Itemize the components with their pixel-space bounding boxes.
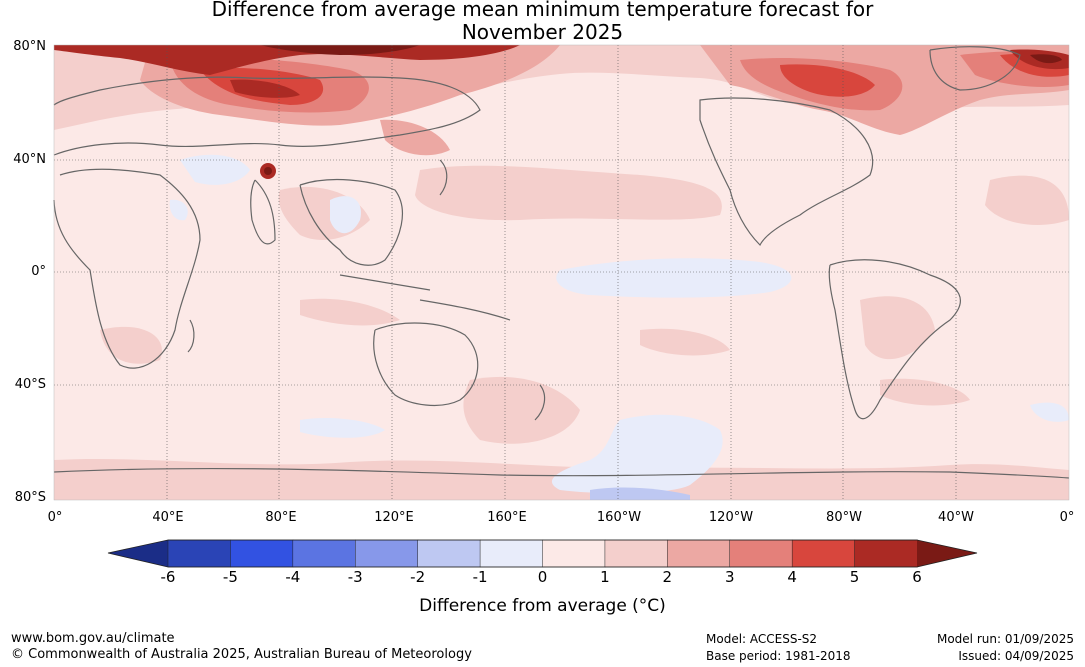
lon-label-120w: 120°W bbox=[708, 510, 754, 525]
colorbar-outline bbox=[107, 539, 978, 568]
footer-model: Model: ACCESS-S2 bbox=[706, 632, 818, 646]
lat-label-0: 0° bbox=[31, 264, 46, 279]
colorbar-segment bbox=[292, 539, 357, 568]
colorbar-extend-high bbox=[917, 540, 977, 567]
colorbar-tick-label: 0 bbox=[537, 568, 548, 586]
lon-label-0-end: 0° bbox=[1059, 510, 1075, 525]
lon-label-160w: 160°W bbox=[596, 510, 642, 525]
colorbar-tick-label: -5 bbox=[222, 568, 238, 586]
colorbar-segment bbox=[230, 539, 294, 568]
footer-issued: Issued: 04/09/2025 bbox=[958, 649, 1074, 663]
lat-label-80n: 80°N bbox=[13, 39, 46, 54]
colorbar-segment bbox=[542, 539, 606, 568]
colorbar-label: Difference from average (°C) bbox=[419, 596, 666, 616]
colorbar-tick-label: 2 bbox=[662, 568, 673, 586]
footer-copyright: © Commonwealth of Australia 2025, Austra… bbox=[11, 647, 472, 662]
colorbar-tick-label: 4 bbox=[787, 568, 797, 586]
colorbar-segment bbox=[167, 539, 232, 568]
lat-label-80s: 80°S bbox=[14, 490, 46, 505]
colorbar-tick-label: -3 bbox=[347, 568, 363, 586]
colorbar-tick-label: 6 bbox=[912, 568, 922, 586]
colorbar-segment bbox=[417, 539, 481, 568]
colorbar-segments bbox=[167, 539, 918, 568]
anomaly-minus-2-to-minus-1-regions bbox=[590, 487, 690, 500]
map-title-line-2: November 2025 bbox=[461, 20, 624, 44]
anomaly-minus-1-to-0-regions bbox=[169, 154, 1069, 494]
lon-label-40e: 40°E bbox=[152, 510, 184, 525]
colorbar bbox=[107, 539, 978, 568]
colorbar-tick-label: -4 bbox=[285, 568, 301, 586]
lat-label-40s: 40°S bbox=[14, 377, 46, 392]
coastlines bbox=[53, 46, 1070, 479]
footer-website: www.bom.gov.au/climate bbox=[11, 631, 175, 646]
colorbar-segment bbox=[355, 539, 419, 568]
colorbar-segment bbox=[854, 539, 918, 568]
lon-label-160e: 160°E bbox=[487, 510, 527, 525]
map-title-line-1: Difference from average mean minimum tem… bbox=[211, 0, 874, 21]
map-frame bbox=[53, 44, 1070, 501]
colorbar-tick-label: -2 bbox=[410, 568, 426, 586]
colorbar-segment bbox=[479, 539, 544, 568]
colorbar-extend-low bbox=[108, 540, 168, 567]
lat-label-40n: 40°N bbox=[13, 152, 46, 167]
anomaly-above-6-regions bbox=[260, 45, 1062, 175]
map-panel bbox=[53, 44, 1070, 501]
colorbar-segment bbox=[667, 539, 731, 568]
colorbar-segment bbox=[729, 539, 793, 568]
graticule bbox=[54, 45, 1069, 500]
lon-label-0: 0° bbox=[47, 510, 63, 525]
colorbar-tick-label: 3 bbox=[724, 568, 735, 586]
footer-base-period: Base period: 1981-2018 bbox=[706, 649, 851, 663]
lon-label-120e: 120°E bbox=[374, 510, 414, 525]
colorbar-tick-label: 5 bbox=[849, 568, 860, 586]
lon-label-80e: 80°E bbox=[265, 510, 297, 525]
colorbar-tick-label: 1 bbox=[600, 568, 610, 586]
colorbar-tick-label: -1 bbox=[472, 568, 488, 586]
lon-label-80w: 80°W bbox=[826, 510, 862, 525]
colorbar-tick-label: -6 bbox=[160, 568, 176, 586]
colorbar-segment bbox=[604, 539, 669, 568]
colorbar-segment bbox=[791, 539, 856, 568]
lon-label-40w: 40°W bbox=[938, 510, 974, 525]
footer-model-run: Model run: 01/09/2025 bbox=[936, 632, 1074, 646]
